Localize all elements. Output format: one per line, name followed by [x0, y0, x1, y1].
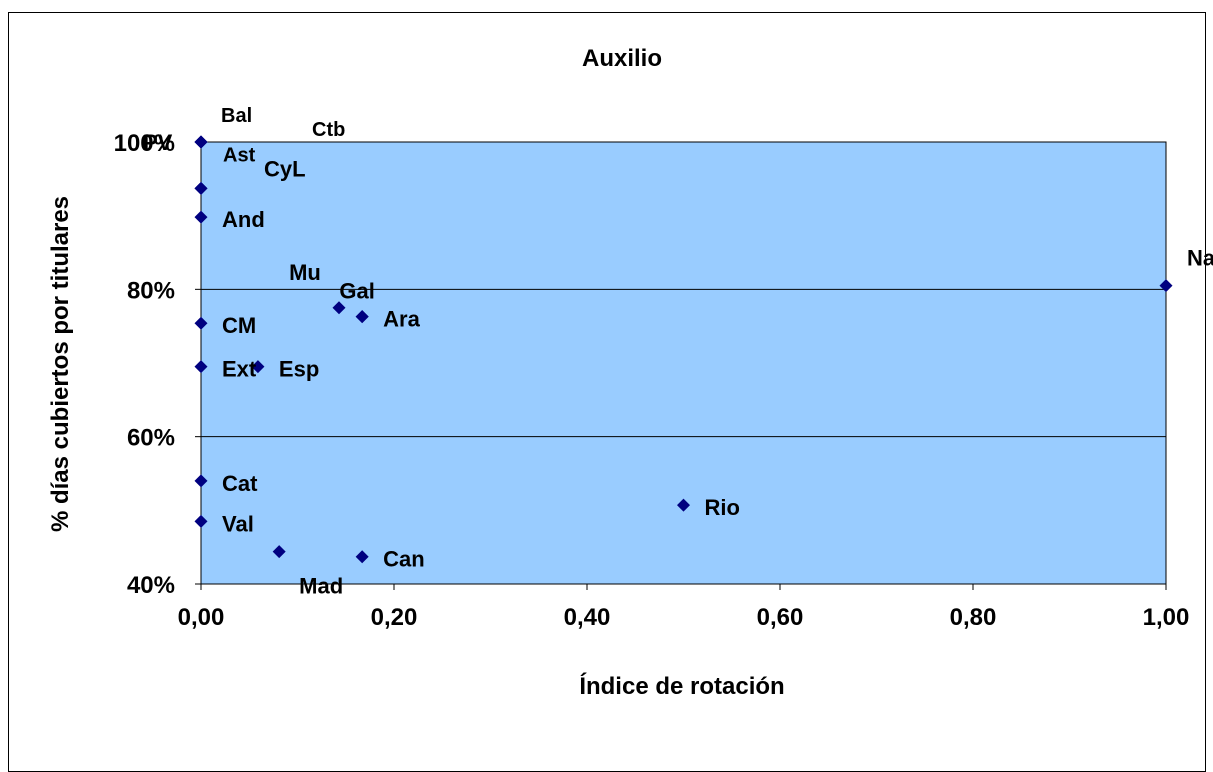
point-label-ext: Ext [222, 357, 257, 382]
data-point-mu [332, 301, 346, 315]
plot-area [200, 141, 1167, 585]
point-label-cat: Cat [222, 471, 258, 496]
point-label-can: Can [383, 547, 425, 572]
x-tick-label: 1,00 [1143, 604, 1190, 631]
data-point-ext [194, 360, 208, 374]
y-tick-label: 80% [127, 277, 175, 304]
y-tick-label: 60% [127, 425, 175, 452]
data-point-ctb [194, 135, 208, 149]
x-tick-label: 0,20 [371, 604, 418, 631]
point-label-cm: CM [222, 313, 256, 338]
point-label-val: Val [222, 511, 254, 536]
gridlines [201, 288, 1166, 438]
x-tick-label: 0,00 [178, 604, 225, 631]
point-label-pv: PV [143, 130, 173, 155]
point-label-gal: Gal [339, 279, 374, 304]
point-label-mad: Mad [299, 574, 343, 599]
point-label-ast: Ast [223, 144, 256, 166]
data-points [194, 135, 1173, 564]
data-point-cyl [194, 181, 208, 195]
point-label-bal: Bal [221, 105, 252, 127]
y-axis-label: % días cubiertos por titulares [47, 196, 74, 532]
point-label-ctb: Ctb [312, 119, 345, 141]
point-label-mu: Mu [289, 260, 321, 285]
x-axis-label: Índice de rotación [579, 672, 784, 700]
point-labels: PV Bal Ctb Ast CyL And CM Ext Cat Val Esp Mad Mu Gal A… [143, 105, 1213, 599]
data-point-ara [355, 310, 369, 324]
x-tick-label: 0,40 [564, 604, 611, 631]
x-tick-label: 0,80 [950, 604, 997, 631]
data-point-val [194, 514, 208, 528]
point-label-cyl: CyL [264, 156, 306, 181]
data-point-rio [677, 498, 690, 512]
x-tick-label: 0,60 [757, 604, 804, 631]
point-label-and: And [222, 207, 265, 232]
data-point-can [355, 550, 369, 564]
point-label-esp: Esp [279, 357, 319, 382]
data-point-cm [194, 316, 208, 330]
tick-labels: 0,00 0,20 0,40 0,60 0,80 1,00 40% 60% 80% 100% [114, 130, 1190, 631]
point-label-nav: Nav [1187, 246, 1213, 271]
data-point-nav [1159, 279, 1173, 293]
data-point-mad [272, 545, 286, 559]
chart-title: Auxilio [582, 45, 662, 72]
point-label-rio: Rio [705, 495, 740, 520]
data-point-esp [251, 360, 265, 374]
y-tick-label: 40% [127, 572, 175, 599]
data-point-cat [194, 474, 208, 488]
y-tick-label: 100% [114, 130, 175, 157]
data-point-and [194, 210, 208, 224]
point-label-ara: Ara [383, 307, 420, 332]
